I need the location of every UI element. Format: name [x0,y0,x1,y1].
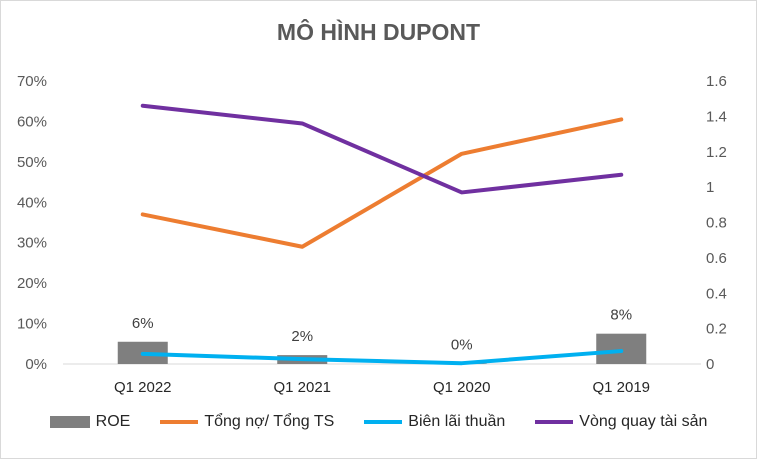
right-axis-tick-label: 1 [706,179,714,196]
right-axis-tick-label: 0 [706,356,714,373]
right-axis-tick-label: 0.6 [706,250,727,267]
chart-legend: ROE Tổng nợ/ Tổng TS Biên lãi thuần Vòng qu… [1,413,756,431]
vong-quay-tai-san-line [140,103,624,195]
legend-label: Biên lãi thuần [408,413,506,430]
legend-swatch [535,420,574,424]
legend-item: Biên lãi thuần [364,413,505,431]
legend-item: ROE [49,413,131,431]
legend-swatch [49,416,90,428]
left-axis-tick-label: 60% [17,113,47,130]
legend-label: Tổng nợ/ Tổng TS [204,413,335,430]
left-axis-tick-label: 40% [17,194,47,211]
chart-title: MÔ HÌNH DUPONT [276,19,481,45]
legend-label: ROE [95,413,131,430]
left-axis-tick-label: 30% [17,235,47,252]
category-label: Q1 2020 [433,379,491,396]
left-axis-tick-label: 50% [17,154,47,171]
category-label: Q1 2019 [592,379,650,396]
bien-lai-thuan-line [140,349,624,366]
left-axis-tick-label: 20% [17,275,47,292]
legend-swatch [364,420,403,424]
right-axis-tick-label: 1.4 [706,108,727,125]
right-axis-tick-label: 1.2 [706,144,727,161]
legend-item: Vòng quay tài sản [535,413,707,431]
roe-data-label: 6% [132,315,154,332]
left-axis-tick-label: 0% [25,356,47,373]
left-axis-tick-label: 70% [17,73,47,90]
legend-item: Tổng nợ/ Tổng TS [160,413,334,431]
right-axis-tick-label: 0.2 [706,321,727,338]
roe-data-label: 2% [291,328,313,345]
left-axis-tick-label: 10% [17,316,47,333]
legend-swatch [160,420,199,424]
roe-data-label: 0% [451,337,473,354]
category-label: Q1 2022 [114,379,172,396]
right-axis-tick-label: 0.8 [706,215,727,232]
right-axis-tick-label: 0.4 [706,285,727,302]
roe-data-label: 8% [610,307,632,324]
legend-label: Vòng quay tài sản [579,413,708,430]
tong-no-tong-ts-line [140,117,624,249]
roe-bar [596,333,647,364]
right-axis-tick-label: 1.6 [706,73,727,90]
category-label: Q1 2021 [273,379,331,396]
